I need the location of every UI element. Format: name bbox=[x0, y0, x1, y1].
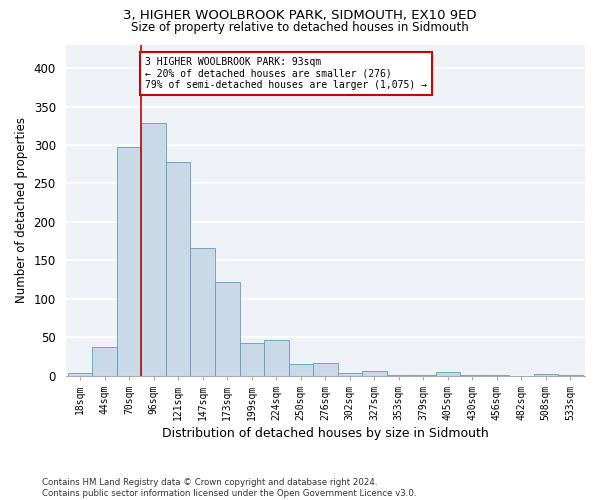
Bar bbox=[92, 346, 117, 376]
Text: 3 HIGHER WOOLBROOK PARK: 93sqm
← 20% of detached houses are smaller (276)
79% of: 3 HIGHER WOOLBROOK PARK: 93sqm ← 20% of … bbox=[145, 56, 427, 90]
Bar bbox=[386, 375, 411, 376]
Text: Size of property relative to detached houses in Sidmouth: Size of property relative to detached ho… bbox=[131, 22, 469, 35]
Bar bbox=[166, 162, 190, 376]
X-axis label: Distribution of detached houses by size in Sidmouth: Distribution of detached houses by size … bbox=[162, 427, 488, 440]
Bar bbox=[215, 282, 239, 376]
Y-axis label: Number of detached properties: Number of detached properties bbox=[15, 118, 28, 304]
Bar bbox=[142, 124, 166, 376]
Bar bbox=[558, 375, 583, 376]
Bar bbox=[289, 364, 313, 376]
Text: Contains HM Land Registry data © Crown copyright and database right 2024.
Contai: Contains HM Land Registry data © Crown c… bbox=[42, 478, 416, 498]
Bar bbox=[313, 364, 338, 376]
Bar bbox=[460, 375, 485, 376]
Bar bbox=[362, 371, 386, 376]
Bar bbox=[239, 342, 264, 376]
Bar bbox=[411, 375, 436, 376]
Bar bbox=[68, 374, 92, 376]
Bar bbox=[485, 375, 509, 376]
Bar bbox=[264, 340, 289, 376]
Bar bbox=[190, 248, 215, 376]
Bar bbox=[117, 146, 142, 376]
Bar bbox=[533, 374, 558, 376]
Text: 3, HIGHER WOOLBROOK PARK, SIDMOUTH, EX10 9ED: 3, HIGHER WOOLBROOK PARK, SIDMOUTH, EX10… bbox=[123, 9, 477, 22]
Bar bbox=[338, 372, 362, 376]
Bar bbox=[436, 372, 460, 376]
